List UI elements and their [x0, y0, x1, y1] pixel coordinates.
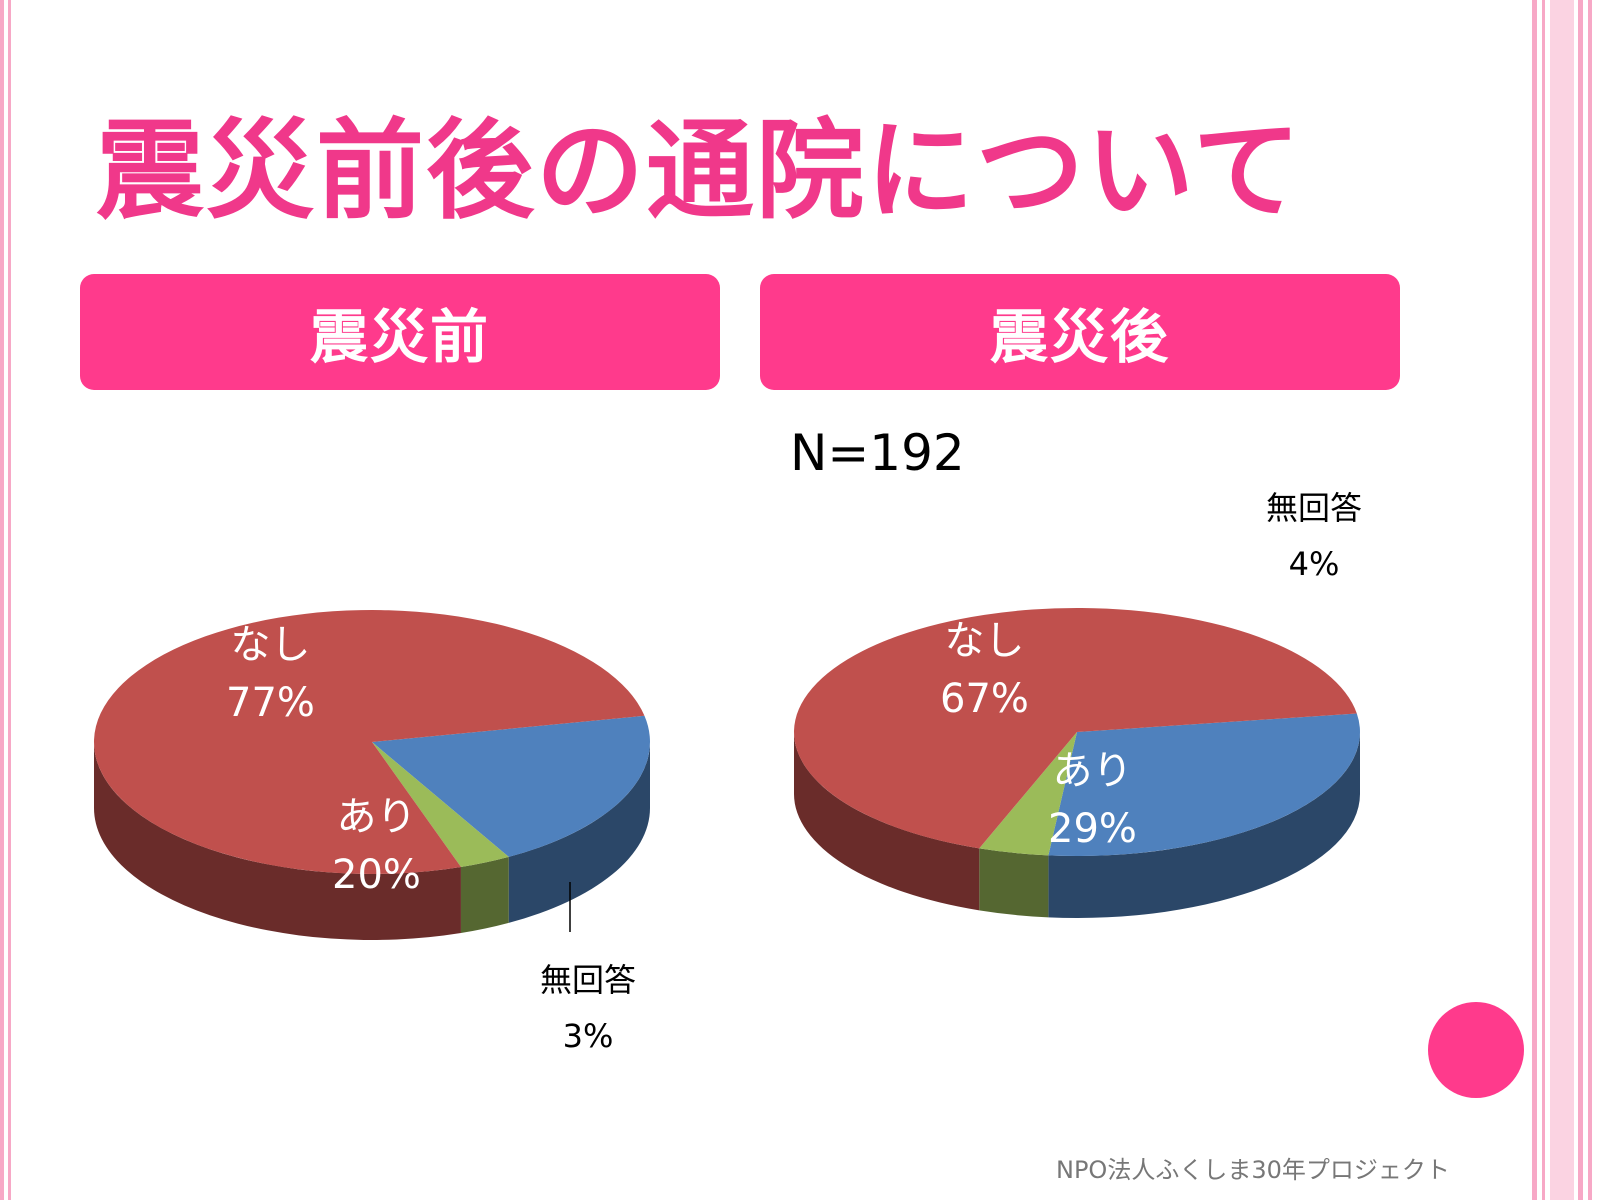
panel-header-after: 震災後 [760, 274, 1400, 390]
slice-label-percent: 67% [940, 676, 1029, 722]
footer-credit: NPO法人ふくしま30年プロジェクト [1056, 1156, 1450, 1184]
pie-slice-yes [372, 715, 650, 857]
slice-label-name: なし [230, 622, 311, 668]
decorative-circle [1428, 1002, 1524, 1098]
pie-side-yes [1048, 732, 1360, 918]
slice-label-percent: 4% [1288, 545, 1340, 583]
slide-title: 震災前後の通院について [96, 109, 1303, 234]
pie-side-none [94, 742, 461, 940]
slice-label-percent: 20% [332, 852, 421, 898]
pie-chart-before-svg [93, 610, 650, 940]
sample-size-label: N=192 [790, 424, 965, 482]
pie-side-yes [508, 742, 650, 923]
pie-side-no-answer [979, 848, 1049, 918]
pie-slice-no-answer [979, 732, 1077, 856]
left-border-decoration [0, 0, 14, 1200]
right-border-decoration [1530, 0, 1600, 1200]
slice-label-none: なし 77% [226, 616, 315, 732]
pie-chart-before: なし 77% あり 20% [80, 560, 680, 980]
panel-header-before: 震災前 [80, 274, 720, 390]
slice-label-name: あり [336, 794, 417, 840]
slice-label-name: 無回答 [540, 961, 637, 999]
slice-label-no-answer: 無回答 4% [1266, 480, 1362, 592]
slice-label-yes: あり 29% [1048, 742, 1137, 858]
pie-side-none [794, 732, 980, 911]
slice-label-percent: 3% [562, 1017, 614, 1055]
pie-slice-none [794, 608, 1357, 849]
slice-label-name: あり [1052, 748, 1133, 794]
slice-label-yes: あり 20% [332, 788, 421, 904]
slice-label-no-answer: 無回答 3% [540, 952, 636, 1064]
pie-slice-none [93, 610, 645, 874]
pie-slice-yes [1048, 713, 1360, 856]
slice-label-percent: 77% [226, 680, 315, 726]
slice-label-name: なし [944, 618, 1025, 664]
pie-chart-after-svg [794, 608, 1360, 918]
slice-label-percent: 29% [1048, 806, 1137, 852]
pie-chart-after: なし 67% あり 29% [790, 560, 1390, 980]
pie-side-no-answer [460, 856, 509, 934]
slice-label-none: なし 67% [940, 612, 1029, 728]
slice-label-name: 無回答 [1266, 489, 1363, 527]
pie-slice-no-answer [372, 742, 509, 868]
